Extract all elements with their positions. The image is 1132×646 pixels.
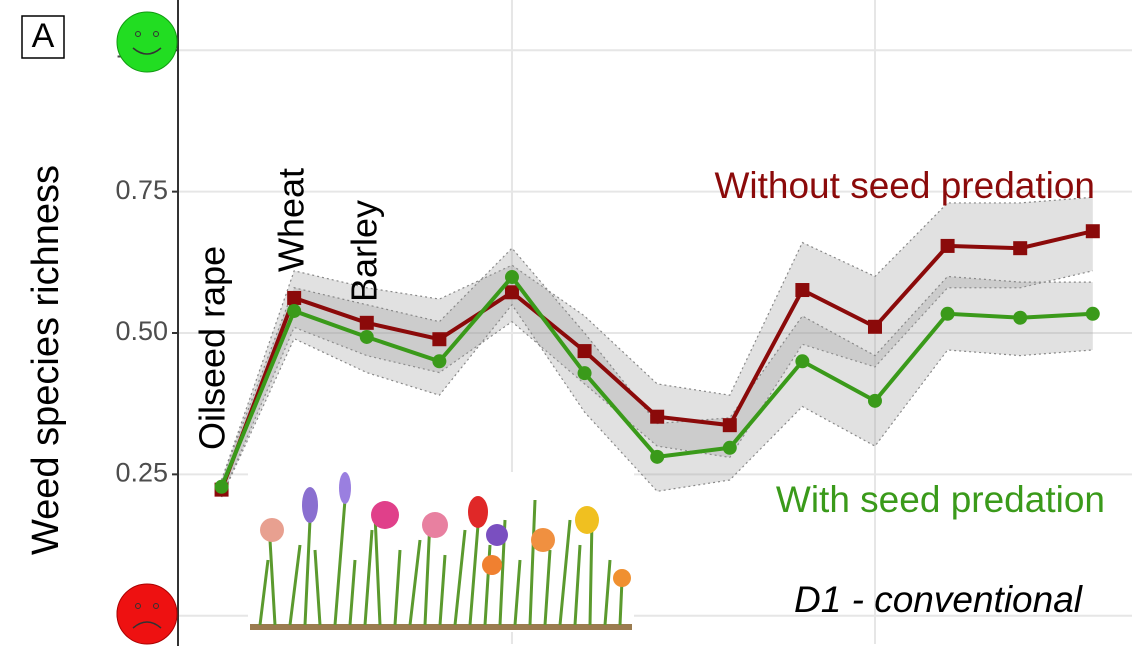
y-tick-label: 0.25: [115, 457, 168, 487]
series-label: Without seed predation: [714, 165, 1095, 206]
point: [359, 329, 374, 344]
point: [940, 238, 955, 253]
y-tick-label: 0.50: [115, 316, 168, 346]
point: [1013, 241, 1028, 256]
point: [504, 270, 519, 285]
point: [359, 315, 374, 330]
point: [287, 303, 302, 318]
happy-face: [116, 11, 178, 73]
point: [287, 290, 302, 305]
band-edge: [220, 196, 1093, 481]
panel-label-box: [21, 15, 65, 59]
point: [722, 440, 737, 455]
point: [432, 332, 447, 347]
confidence-band: [221, 248, 1093, 497]
point: [577, 344, 592, 359]
point: [795, 354, 810, 369]
crop-label: Wheat: [271, 168, 312, 272]
crop-label: Barley: [344, 200, 385, 302]
y-tick-label: 0.75: [115, 175, 168, 205]
point: [432, 354, 447, 369]
point: [1013, 310, 1028, 325]
scenario-label: D1 - conventional: [794, 579, 1084, 620]
crop-label: Oilseed rape: [192, 246, 233, 450]
point: [795, 283, 810, 298]
point: [650, 409, 665, 424]
series-label: With seed predation: [776, 479, 1105, 520]
y-ticks: 0.000.250.500.751.00: [115, 33, 178, 629]
point: [867, 393, 882, 408]
band-edge: [221, 270, 1093, 498]
point: [940, 306, 955, 321]
point: [650, 449, 665, 464]
panel-label: A: [32, 17, 55, 55]
point: [1085, 224, 1100, 239]
point: [867, 319, 882, 334]
flower-illustration: [248, 472, 634, 632]
lines: [214, 224, 1100, 497]
point: [214, 479, 229, 494]
y-axis-label: Weed species richness: [25, 165, 67, 555]
point: [1085, 306, 1100, 321]
point: [504, 285, 519, 300]
sad-face: [116, 583, 178, 645]
point: [577, 366, 592, 381]
point: [722, 418, 737, 433]
